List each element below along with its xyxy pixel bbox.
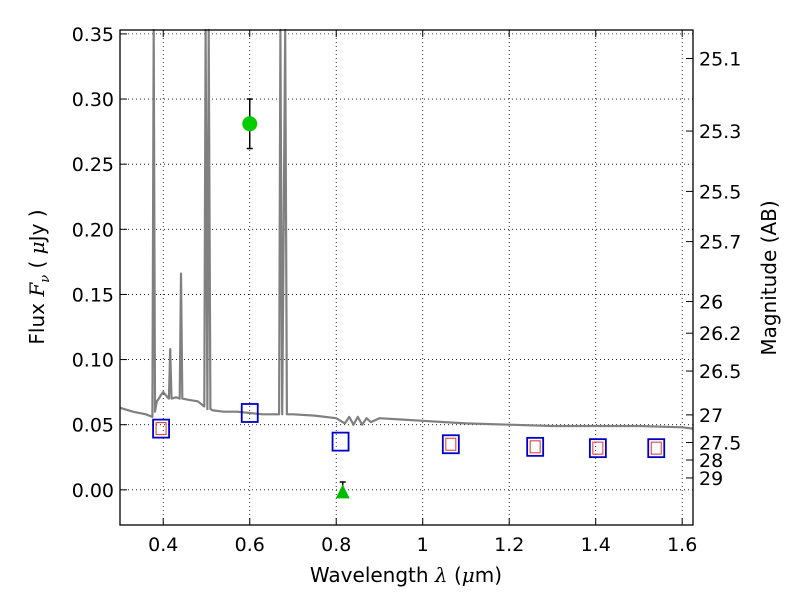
y-tick-label: 0.15 [72,284,114,306]
sed-model-line [119,28,694,430]
right-tick-label: 25.5 [699,181,741,203]
model-photometry-square [240,403,259,423]
y-tick-label: 0.10 [72,350,114,372]
right-tick-label: 28 [699,450,723,472]
x-axis-label: Wavelength λ (μm) [310,563,502,587]
plot-frame [119,29,694,526]
model-photometry-square [331,431,350,452]
observed-limit-square [155,422,167,436]
right-tick-label: 25.1 [699,48,741,70]
detection-point [242,116,258,132]
model-photometry-square [588,438,607,459]
y-tick-label: 0.00 [72,480,114,502]
y-axis-label: Flux Fν ( μJy ) [25,209,53,344]
x-tick-label: 1.4 [581,534,611,556]
y-tick-label: 0.35 [72,24,114,46]
observed-limit-square [592,441,604,455]
model-photometry-square [441,434,460,455]
non-detection-triangle [335,484,350,499]
x-tick-label: 0.6 [235,534,265,556]
x-tick-label: 1.6 [667,534,697,556]
x-tick-label: 1.2 [494,534,524,556]
right-tick-label: 25.7 [699,232,741,254]
model-photometry-square [152,418,170,439]
model-photometry-square [647,438,666,459]
y-axis-right-label: Magnitude (AB) [757,200,781,355]
x-tick-label: 0.4 [148,534,178,556]
right-tick-label: 26.2 [699,323,741,345]
y-tick-label: 0.05 [72,415,114,437]
observed-limit-square [529,440,541,454]
x-tick-label: 0.8 [321,534,351,556]
observed-limit-square [445,437,457,451]
y-axis-left: 0.00 0.05 0.10 0.15 0.20 0.25 0.30 0.35 [72,24,127,502]
x-axis: 0.4 0.6 0.8 1 1.2 1.4 1.6 [148,30,697,556]
right-tick-label: 25.3 [699,121,741,143]
right-tick-label: 29 [699,468,723,490]
plot-area [119,28,694,499]
observed-limit-square [650,441,662,455]
right-tick-label: 27 [699,405,723,427]
y-tick-label: 0.30 [72,89,114,111]
right-tick-label: 27.5 [699,433,741,455]
right-tick-label: 26 [699,292,723,314]
y-tick-label: 0.25 [72,154,114,176]
y-tick-label: 0.20 [72,219,114,241]
model-photometry-square [526,436,545,457]
right-tick-label: 26.5 [699,361,741,383]
x-tick-label: 1 [417,534,429,556]
